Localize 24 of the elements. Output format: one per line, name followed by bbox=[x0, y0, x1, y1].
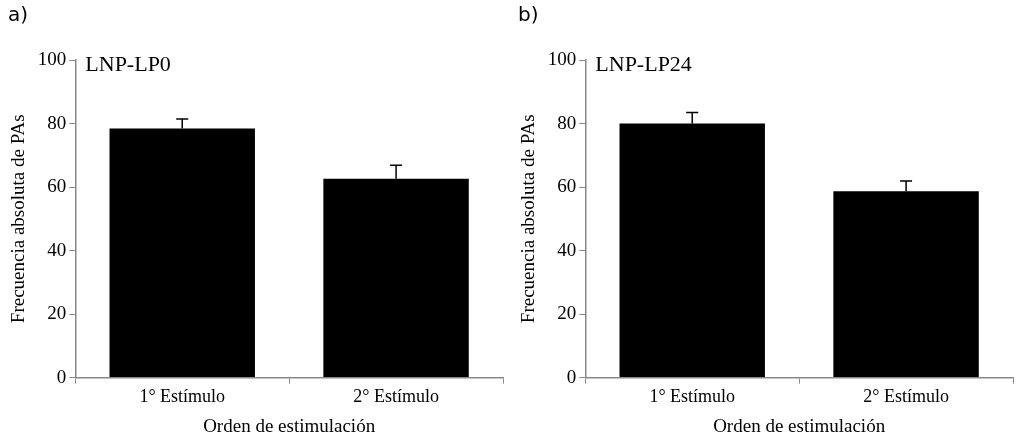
chart-title: LNP-LP0 bbox=[85, 50, 171, 76]
y-tick-label: 80 bbox=[557, 111, 577, 133]
y-tick-label: 0 bbox=[56, 365, 67, 387]
chart-title: LNP-LP24 bbox=[595, 50, 692, 76]
y-tick-label: 0 bbox=[566, 365, 577, 387]
x-tick-label: 1° Estímulo bbox=[139, 386, 226, 407]
y-tick-label: 100 bbox=[547, 47, 577, 69]
y-tick-label: 40 bbox=[557, 238, 577, 260]
y-axis-title: Frecuencia absoluta de PAs bbox=[517, 114, 539, 324]
x-axis-title: Orden de estimulación bbox=[203, 414, 376, 436]
text: a) bbox=[8, 2, 29, 26]
y-tick-label: 80 bbox=[47, 111, 67, 133]
x-axis-title: Orden de estimulación bbox=[713, 414, 886, 436]
y-tick-label: 60 bbox=[47, 175, 67, 197]
y-axis-title: Frecuencia absoluta de PAs bbox=[7, 114, 29, 324]
y-tick-label: 40 bbox=[47, 238, 67, 260]
y-tick-label: 20 bbox=[47, 302, 67, 324]
text: b) bbox=[518, 2, 539, 26]
y-tick-label: 20 bbox=[557, 302, 577, 324]
y-tick-label: 100 bbox=[37, 47, 67, 69]
x-tick-label: 1° Estímulo bbox=[649, 386, 736, 407]
y-tick-label: 60 bbox=[557, 175, 577, 197]
x-tick-label: 2° Estímulo bbox=[353, 386, 439, 407]
x-tick-label: 2° Estímulo bbox=[863, 386, 949, 407]
